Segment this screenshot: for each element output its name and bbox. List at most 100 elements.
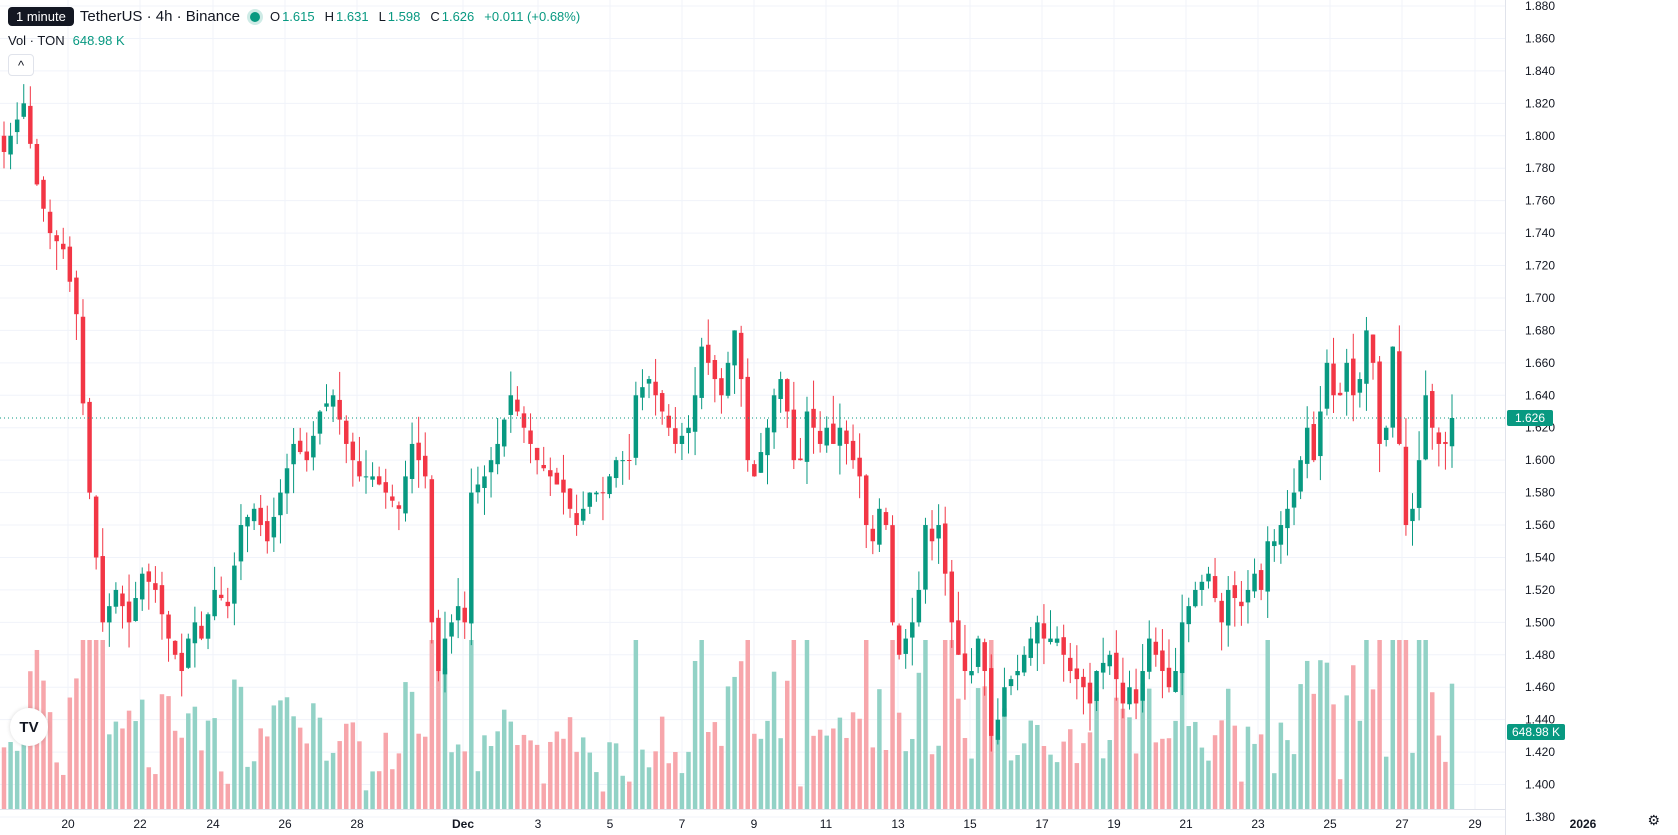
candle-body	[962, 653, 968, 672]
volume-bar	[278, 700, 283, 809]
candle-body	[192, 622, 198, 644]
volume-bar	[692, 660, 698, 809]
volume-bar	[811, 735, 816, 809]
volume-bar	[324, 760, 329, 809]
y-tick-label: 1.720	[1525, 259, 1555, 273]
last-price-badge	[1507, 409, 1553, 426]
candle-body	[1212, 576, 1218, 599]
candle-body	[482, 476, 487, 488]
candle-body	[686, 427, 691, 434]
candle-body	[258, 507, 263, 526]
candle-body	[47, 211, 53, 234]
volume-bar	[166, 696, 171, 809]
low-value: 1.598	[387, 9, 421, 24]
volume-bar	[1423, 640, 1428, 809]
volume-bar	[146, 767, 152, 809]
symbol-title[interactable]: TetherUS · 4h · Binance	[79, 8, 240, 25]
candle-body	[238, 525, 244, 562]
volume-bar	[1436, 735, 1442, 809]
volume-bar	[1258, 734, 1264, 809]
candle-body	[1337, 392, 1343, 396]
volume-bar	[422, 736, 428, 809]
tradingview-logo-icon[interactable]: TV	[10, 708, 48, 746]
candle-body	[60, 243, 66, 250]
volume-bar	[738, 661, 744, 809]
volume-bar	[515, 745, 520, 809]
candle-body	[850, 440, 856, 461]
volume-bar	[640, 749, 645, 809]
volume-bar	[1397, 640, 1402, 809]
y-tick-label: 1.820	[1525, 96, 1555, 110]
candle-body	[1285, 508, 1290, 529]
volume-bar	[475, 771, 481, 809]
candle-body	[1219, 600, 1224, 623]
candle-body	[1094, 671, 1099, 701]
volume-bar	[1403, 640, 1409, 809]
candle-body	[245, 516, 250, 527]
candle-body	[1324, 362, 1330, 409]
volume-bar	[969, 758, 974, 809]
volume-bar	[265, 736, 270, 809]
collapse-legend-button[interactable]: ^	[8, 54, 34, 76]
volume-bar	[732, 676, 737, 809]
volume-bar	[1291, 754, 1297, 809]
volume-bar	[1443, 761, 1448, 809]
candle-body	[251, 508, 257, 522]
x-tick-label: 2026	[1570, 817, 1597, 831]
volume-bar	[923, 640, 928, 809]
volume-bar	[956, 698, 961, 809]
candle-body	[587, 492, 593, 507]
candle-body	[916, 589, 922, 623]
candle-body	[1351, 358, 1356, 396]
volume-bar	[1206, 760, 1211, 809]
x-tick-label: 3	[535, 817, 542, 831]
candle-body	[1081, 676, 1086, 688]
last-volume-badge	[1507, 724, 1565, 740]
candle-body	[1133, 689, 1139, 704]
close-label: C	[430, 9, 440, 24]
candle-body	[317, 411, 323, 434]
volume-bar	[54, 762, 59, 809]
candle-body	[172, 640, 178, 655]
volume-bar	[1166, 738, 1172, 809]
volume-bar	[1272, 773, 1277, 809]
candle-body	[561, 479, 566, 493]
candle-body	[877, 508, 882, 545]
candle-body	[501, 419, 507, 447]
volume-bar	[1416, 640, 1422, 809]
candle-body	[390, 496, 395, 501]
candle-body	[8, 135, 13, 155]
candle-body	[370, 476, 375, 480]
volume-bar	[21, 740, 26, 809]
candle-body	[488, 460, 494, 473]
candle-body	[1370, 334, 1376, 363]
candle-body	[1403, 446, 1409, 526]
candle-body	[1397, 351, 1402, 444]
candle-body	[1140, 671, 1145, 701]
settings-gear-icon[interactable]: ⚙	[1647, 812, 1660, 829]
candle-body	[133, 598, 138, 621]
volume-bar	[376, 771, 382, 809]
volume-bar	[1193, 721, 1198, 809]
candle-body	[442, 638, 448, 675]
volume-bar	[1054, 762, 1060, 809]
candle-body	[1232, 585, 1238, 599]
volume-bar	[317, 717, 323, 809]
volume-bar	[712, 722, 718, 809]
candle-body	[600, 492, 606, 494]
volume-bar	[627, 781, 632, 809]
candle-body	[1331, 363, 1336, 396]
candle-body	[100, 556, 105, 623]
candle-body	[186, 638, 191, 668]
volume-bar	[594, 772, 599, 809]
candle-body	[199, 625, 204, 639]
candle-body	[21, 103, 26, 117]
volume-bar	[245, 766, 250, 809]
y-tick-label: 1.580	[1525, 486, 1555, 500]
volume-bar	[1100, 758, 1106, 809]
volume-bar	[455, 744, 461, 809]
volume-bar	[1331, 704, 1336, 809]
candle-body	[87, 401, 92, 493]
candle-body	[949, 571, 955, 623]
